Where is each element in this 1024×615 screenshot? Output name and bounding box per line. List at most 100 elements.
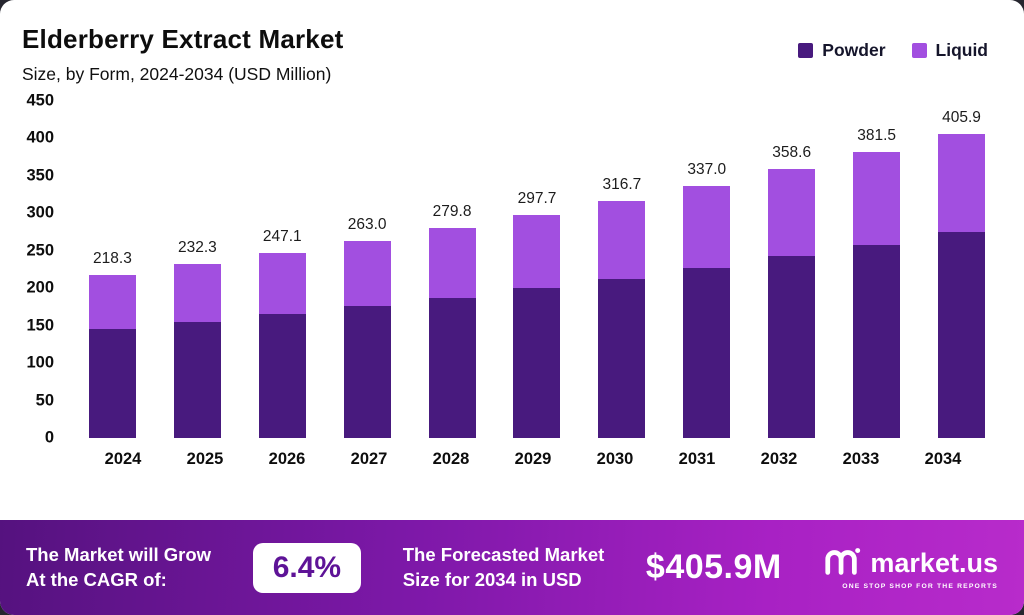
x-axis: 2024 2025 2026 2027 2028 2029 2030 2031 2032 2033… <box>12 438 1004 469</box>
x-axis-label-2024: 2024 <box>104 450 142 468</box>
y-axis-tick-250: 250 <box>26 241 54 260</box>
segment-powder-2031[interactable] <box>683 267 731 438</box>
segment-liquid-2027[interactable] <box>343 241 391 307</box>
y-axis-tick-50: 50 <box>35 391 54 410</box>
segment-liquid-2031[interactable] <box>683 185 731 268</box>
segment-powder-2034[interactable] <box>938 232 986 438</box>
legend-item-liquid: Liquid <box>911 40 988 61</box>
segment-liquid-2025[interactable] <box>173 264 221 322</box>
bar-column-2031: 337.0 <box>664 101 749 438</box>
stacked-bar-2033[interactable] <box>853 152 901 438</box>
stacked-bar-2034[interactable] <box>938 134 986 438</box>
y-axis-tick-200: 200 <box>26 278 54 297</box>
y-axis-tick-100: 100 <box>26 353 54 372</box>
segment-powder-2030[interactable] <box>598 278 646 438</box>
segment-powder-2024[interactable] <box>88 329 136 438</box>
x-axis-label-2032: 2032 <box>760 450 798 468</box>
cagr-caption-line2: At the CAGR of: <box>26 568 167 590</box>
x-axis-label-2026: 2026 <box>268 450 306 468</box>
y-axis-tick-450: 450 <box>26 91 54 110</box>
bar-column-2030: 316.7 <box>579 101 664 438</box>
stacked-bar-2030[interactable] <box>598 200 646 438</box>
forecast-caption-line2: Size for 2034 in USD <box>402 568 582 590</box>
bar-column-2026: 247.1 <box>240 101 325 438</box>
segment-liquid-2028[interactable] <box>428 228 476 298</box>
legend-label-liquid: Liquid <box>935 40 988 60</box>
legend-label-powder: Powder <box>822 40 886 60</box>
legend-item-powder: Powder <box>798 40 886 61</box>
bar-total-label-2025: 232.3 <box>177 239 217 257</box>
bar-column-2028: 279.8 <box>410 101 495 438</box>
cagr-caption-line1: The Market will Grow <box>26 543 212 565</box>
segment-powder-2028[interactable] <box>428 297 476 438</box>
bar-total-label-2034: 405.9 <box>942 109 981 127</box>
x-axis-label-2033: 2033 <box>842 450 880 468</box>
segment-liquid-2026[interactable] <box>258 252 306 315</box>
segment-powder-2026[interactable] <box>258 314 306 438</box>
brand-name[interactable]: market.us <box>870 547 998 578</box>
liquid-swatch-icon <box>911 43 927 58</box>
stacked-bar-2026[interactable] <box>258 252 306 438</box>
bars-container: 218.3 232.3 247.1 263.0 279.8 297.7 316.7 337.0… <box>70 101 1004 438</box>
segment-powder-2027[interactable] <box>343 306 391 438</box>
x-axis-label-2029: 2029 <box>514 450 552 468</box>
segment-liquid-2033[interactable] <box>853 152 901 245</box>
forecast-value: $405.9M <box>645 548 782 586</box>
bar-total-label-2033: 381.5 <box>857 127 896 145</box>
y-axis-tick-150: 150 <box>26 316 54 335</box>
y-axis-tick-300: 300 <box>26 203 54 222</box>
stacked-bar-2027[interactable] <box>343 241 391 438</box>
cagr-caption: The Market will Grow At the CAGR of: <box>26 543 211 593</box>
brand-block: market.us ONE STOP SHOP FOR THE REPORTS <box>823 546 998 590</box>
chart-subtitle: Size, by Form, 2024-2034 (USD Million) <box>22 64 332 84</box>
segment-powder-2025[interactable] <box>173 321 221 438</box>
segment-powder-2033[interactable] <box>853 244 901 438</box>
segment-powder-2029[interactable] <box>513 287 561 438</box>
segment-liquid-2032[interactable] <box>768 169 816 257</box>
chart-title: Elderberry Extract Market <box>22 24 344 54</box>
bar-total-label-2031: 337.0 <box>687 160 727 178</box>
stacked-bar-2029[interactable] <box>513 215 561 438</box>
bar-total-label-2028: 279.8 <box>432 203 472 221</box>
bar-column-2034: 405.9 <box>919 101 1004 438</box>
bar-total-label-2024: 218.3 <box>93 249 132 267</box>
x-axis-label-2025: 2025 <box>186 450 224 468</box>
segment-liquid-2029[interactable] <box>513 215 561 288</box>
x-axis-label-2028: 2028 <box>432 450 470 468</box>
x-axis-label-2030: 2030 <box>596 450 634 468</box>
segment-liquid-2024[interactable] <box>88 274 136 330</box>
y-axis: 0 50 100 150 200 250 300 350 400 450 <box>12 92 70 447</box>
forecast-caption-line1: The Forecasted Market <box>402 543 605 565</box>
stacked-bar-2031[interactable] <box>683 185 731 438</box>
brand-tagline: ONE STOP SHOP FOR THE REPORTS <box>842 582 998 590</box>
bar-total-label-2029: 297.7 <box>517 190 557 208</box>
y-axis-tick-400: 400 <box>26 128 54 147</box>
segment-powder-2032[interactable] <box>768 256 816 438</box>
plot-area: 218.3 232.3 247.1 263.0 279.8 297.7 316.7 337.0… <box>70 101 1004 438</box>
bar-column-2032: 358.6 <box>749 101 834 438</box>
bar-total-label-2030: 316.7 <box>602 175 642 193</box>
stacked-bar-2025[interactable] <box>173 264 221 438</box>
y-axis-tick-350: 350 <box>26 166 54 185</box>
legend: Powder Liquid <box>798 40 988 61</box>
segment-liquid-2034[interactable] <box>938 134 986 233</box>
marketus-logo-icon <box>823 546 861 581</box>
segment-liquid-2030[interactable] <box>598 200 646 279</box>
bar-total-label-2027: 263.0 <box>347 216 387 234</box>
cagr-value-badge: 6.4% <box>252 542 362 593</box>
bar-column-2024: 218.3 <box>70 101 155 438</box>
bar-total-label-2032: 358.6 <box>772 144 812 162</box>
stacked-bar-2024[interactable] <box>88 274 136 438</box>
x-axis-label-2034: 2034 <box>924 450 962 468</box>
bar-column-2029: 297.7 <box>495 101 580 438</box>
bar-column-2033: 381.5 <box>834 101 919 438</box>
forecast-caption: The Forecasted Market Size for 2034 in U… <box>403 543 605 593</box>
chart-area: 0 50 100 150 200 250 300 350 400 450 218.3 232.3 24… <box>0 87 1024 520</box>
stacked-bar-2032[interactable] <box>768 169 816 438</box>
powder-swatch-icon <box>798 43 814 58</box>
bar-column-2027: 263.0 <box>325 101 410 438</box>
footer-banner: The Market will Grow At the CAGR of: 6.4… <box>0 520 1024 615</box>
stacked-bar-2028[interactable] <box>428 228 476 438</box>
x-axis-label-2027: 2027 <box>350 450 388 468</box>
